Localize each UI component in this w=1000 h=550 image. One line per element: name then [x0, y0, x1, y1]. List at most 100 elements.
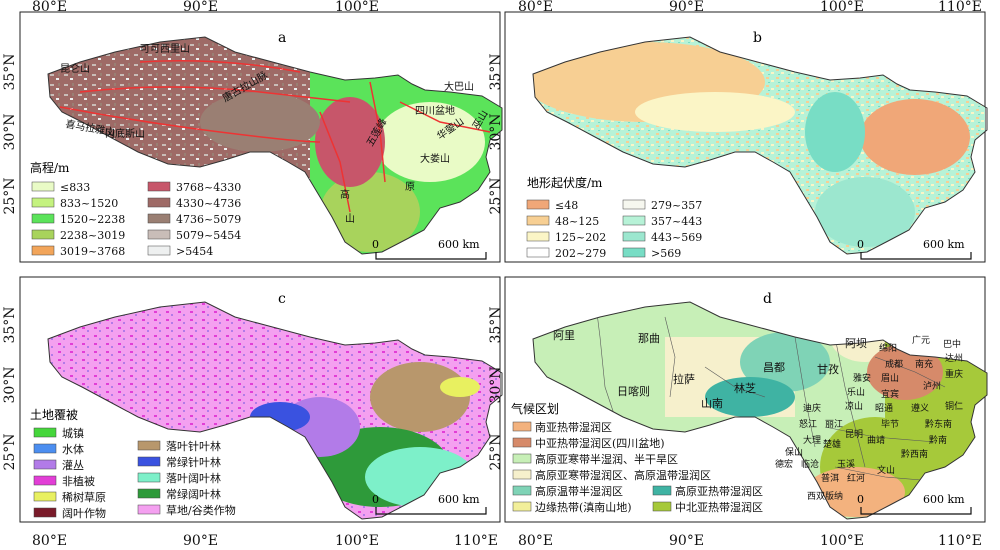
region-label: 山南	[701, 397, 723, 410]
region-label: 泸州	[923, 381, 941, 392]
region-label: 怒江	[799, 418, 817, 430]
region-label: 黔东南	[925, 418, 952, 430]
panel-d-city-labels: 绵阳 广元 巴中 达州 南充 成都 雅安 眉山 乐山 宜宾 泸州 重庆 凉山 昭…	[775, 334, 963, 502]
legend-item: 279~357	[622, 199, 702, 212]
x-tick-label: 90°E	[669, 0, 704, 15]
legend-label: 边缘热带(滇南山地)	[535, 500, 632, 514]
scale-zero: 0	[857, 493, 864, 506]
panel-c-letter: c	[278, 291, 286, 307]
legend-item: 阔叶作物	[33, 506, 106, 520]
legend-item: 稀树草原	[33, 490, 106, 504]
legend-item: 125~202	[526, 231, 606, 244]
place-label: 大巴山	[444, 80, 474, 93]
legend-item: 常绿阔叶林	[137, 487, 221, 501]
y-tick-label: 25°N	[488, 177, 504, 214]
region-label: 黔西南	[901, 448, 928, 460]
legend-label: 48~125	[555, 215, 599, 228]
legend-item: 非植被	[33, 474, 95, 488]
region-label: 重庆	[945, 368, 963, 380]
region-label: 普洱	[821, 472, 839, 484]
legend-label: 非植被	[62, 474, 95, 488]
region-label: 凉山	[845, 400, 863, 412]
region-label: 西双版纳	[807, 490, 843, 502]
y-tick-label: 25°N	[2, 177, 18, 214]
legend-label: 高原亚寒带半湿润、半干旱区	[535, 452, 678, 466]
panel-b: b 地形起伏度/m ≤48 279~357 48~125 357~443 125…	[504, 11, 988, 263]
panel-d-letter: d	[763, 291, 772, 307]
place-label: 山	[345, 213, 355, 225]
legend-item: ≤833	[31, 181, 90, 194]
region-label: 遵义	[911, 402, 929, 414]
legend-label: 中亚热带湿润区(四川盆地)	[535, 436, 665, 450]
region-label: 昭通	[875, 403, 893, 414]
panel-a-letter: a	[278, 30, 286, 46]
x-axis-top: 80°E 90°E 100°E 80°E 90°E 100°E 110°E	[32, 0, 982, 15]
legend-item: 草地/谷类作物	[137, 503, 236, 517]
scale-zero: 0	[372, 493, 379, 506]
region-label: 绵阳	[879, 342, 897, 354]
region-label: 红河	[847, 472, 865, 484]
region-label: 铜仁	[945, 400, 963, 412]
place-label: 高	[340, 188, 350, 201]
legend-label: 4330~4736	[176, 197, 241, 210]
place-label: 原	[405, 181, 415, 193]
legend-item: 357~443	[622, 215, 702, 228]
panel-d-scale-bar: 0 600 km	[857, 493, 972, 515]
legend-label: 南亚热带湿润区	[535, 420, 612, 434]
region-label: 眉山	[881, 373, 899, 384]
region-label: 大理	[803, 434, 821, 446]
legend-item: 443~569	[622, 231, 702, 244]
panel-d-region-labels: 阿里 那曲 日喀则 拉萨 林芝 山南 昌都 甘孜 阿坝	[553, 329, 867, 410]
legend-label: 城镇	[62, 426, 84, 440]
scale-label: 600 km	[923, 493, 965, 506]
legend-item: 常绿针叶林	[137, 455, 221, 469]
legend-item: >5454	[147, 245, 213, 258]
region-label: 雅安	[853, 372, 871, 384]
legend-label: 833~1520	[60, 197, 118, 210]
region-label: 日喀则	[617, 385, 650, 398]
region-label: 阿里	[553, 329, 575, 342]
legend-item: 1520~2238	[31, 213, 125, 226]
x-tick-label: 110°E	[938, 533, 982, 549]
y-axis-left: 35°N 30°N 25°N 35°N 30°N 25°N	[2, 53, 18, 470]
region-label: 乐山	[847, 386, 865, 398]
region-label: 黔南	[929, 434, 947, 446]
place-label: 昆仑山	[60, 62, 90, 75]
legend-label: 5079~5454	[176, 229, 241, 242]
legend-item: 水体	[33, 442, 84, 456]
legend-label: 3019~3768	[60, 245, 125, 258]
x-tick-label: 100°E	[335, 533, 379, 549]
scale-label: 600 km	[438, 493, 480, 506]
legend-label: 落叶阔叶林	[166, 471, 221, 485]
scale-zero: 0	[372, 238, 379, 251]
region-label: 曲靖	[867, 434, 885, 446]
legend-item: ≤48	[526, 199, 578, 212]
region-label: 达州	[945, 352, 963, 364]
legend-item: 2238~3019	[31, 229, 125, 242]
region-label: 昌都	[763, 361, 785, 374]
legend-item: 202~279	[526, 247, 606, 260]
legend-item: 3768~4330	[147, 181, 241, 194]
x-tick-label: 110°E	[454, 533, 498, 549]
region-label: 拉萨	[673, 372, 695, 386]
legend-item: 城镇	[33, 426, 84, 440]
legend-item: 中亚热带湿润区(四川盆地)	[512, 436, 665, 450]
y-tick-label: 30°N	[488, 113, 504, 150]
legend-item: 5079~5454	[147, 229, 241, 242]
region-label: 保山	[785, 446, 803, 458]
legend-item: >569	[622, 247, 681, 260]
legend-label: 357~443	[651, 215, 702, 228]
panel-c: c 土地覆被 城镇 落叶针叶林 水体 常绿针叶林 灌丛 落叶阔叶林 非植被 常绿…	[19, 276, 503, 523]
panel-c-legend-title: 土地覆被	[30, 408, 78, 422]
legend-label: 高原亚热带湿润区	[675, 484, 763, 498]
scale-label: 600 km	[923, 238, 965, 251]
legend-label: 2238~3019	[60, 229, 125, 242]
region-label: 德宏	[775, 458, 793, 470]
panel-a: a 可可西里山 昆仑山 唐古拉山脉 冈底斯山 喜马拉雅山 大巴山 四川盆地 华蓥…	[19, 11, 503, 263]
region-label: 丽江	[825, 419, 843, 430]
region-label: 玉溪	[837, 458, 855, 470]
legend-label: 中北亚热带湿润区	[675, 500, 763, 514]
y-tick-label: 25°N	[488, 433, 504, 470]
y-tick-label: 25°N	[2, 433, 18, 470]
